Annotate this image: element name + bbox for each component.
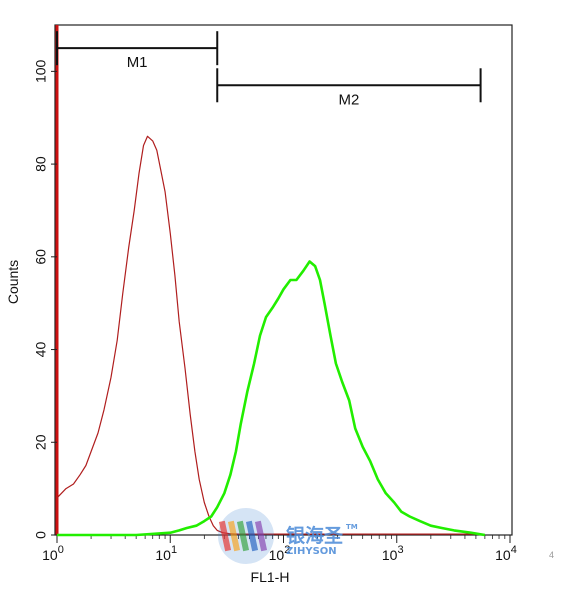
x-tick-label: 101	[155, 544, 177, 563]
y-tick-label: 100	[33, 59, 49, 83]
x-axis: 100 101 102 103 104	[42, 535, 517, 563]
watermark-logo: 银海圣 TM ZIHYSON	[218, 508, 358, 564]
x-tick-label: 100	[42, 544, 64, 563]
y-axis: 0 20 40 60 80 100	[33, 59, 57, 539]
x-tick-label: 102	[269, 544, 291, 563]
histogram-series-stained	[57, 260, 486, 537]
y-tick-label: 40	[33, 342, 49, 358]
watermark-cn-text: 银海圣	[286, 524, 344, 547]
y-tick-label: 0	[33, 531, 49, 539]
y-axis-title: Counts	[5, 260, 21, 304]
watermark-emblem	[218, 508, 274, 564]
x-tick-label: 104	[495, 544, 517, 563]
y-tick-label: 80	[33, 156, 49, 172]
gate-marker-label: M2	[338, 91, 359, 108]
y-tick-label: 20	[33, 434, 49, 450]
right-edge-note: 4	[549, 550, 554, 560]
gate-markers: M1 M2	[56, 31, 482, 108]
watermark-en-text: ZIHYSON	[286, 546, 337, 557]
watermark-tm: TM	[346, 523, 358, 531]
x-tick-label: 103	[382, 544, 404, 563]
x-axis-title: FL1-H	[251, 569, 290, 585]
plot-frame	[54, 24, 513, 536]
gate-marker-label: M1	[127, 54, 148, 71]
y-tick-label: 60	[33, 249, 49, 265]
